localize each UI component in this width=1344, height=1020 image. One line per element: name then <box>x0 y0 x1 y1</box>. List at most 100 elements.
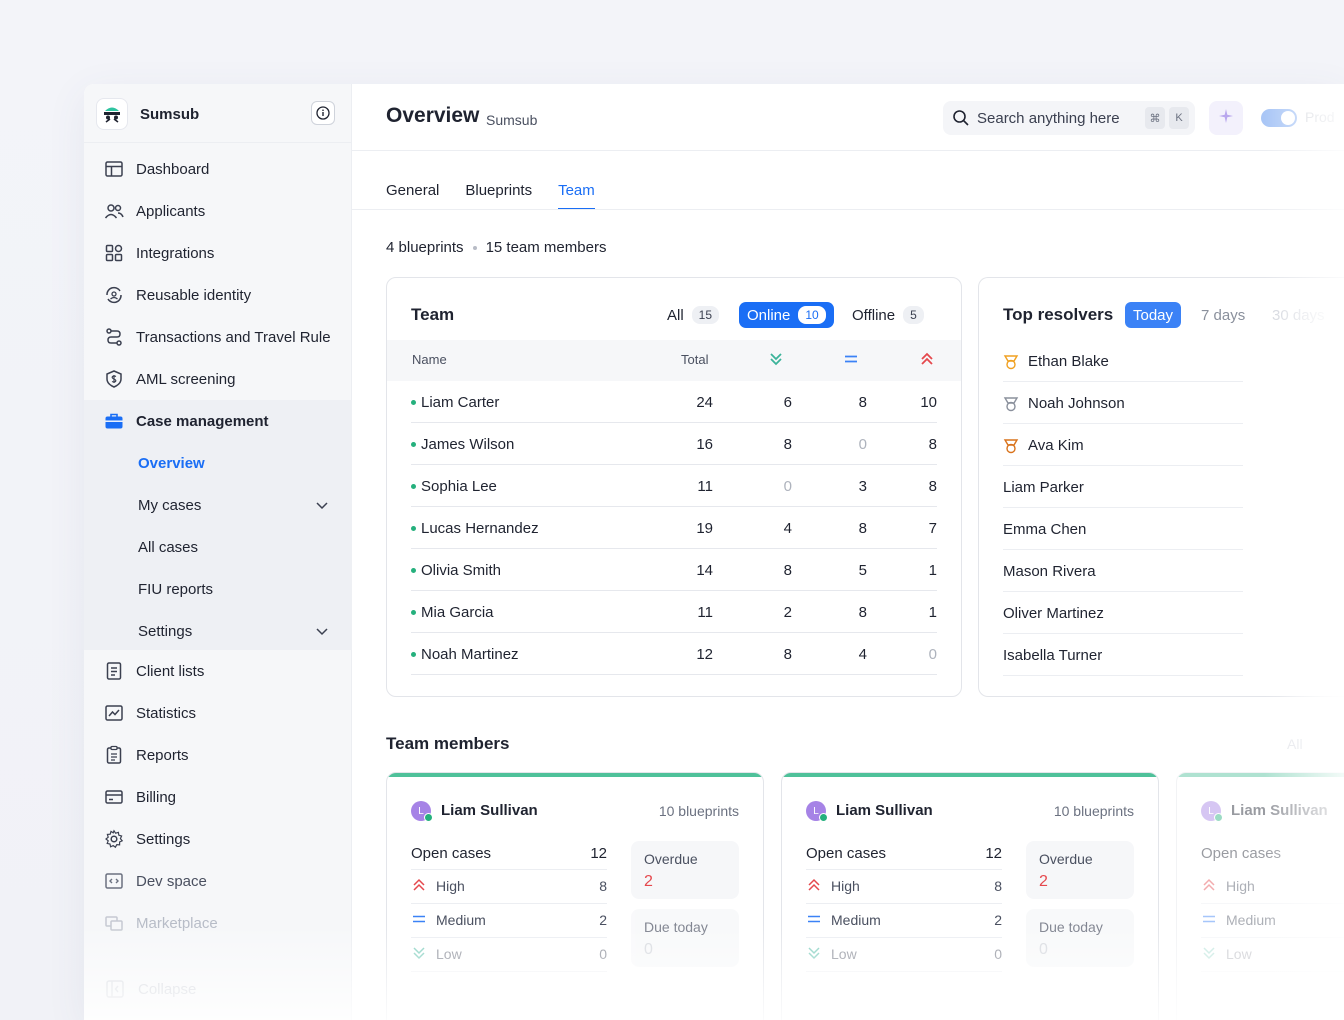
tab-bar: General Blueprints Team <box>386 182 621 212</box>
period-7-days[interactable]: 7 days <box>1201 306 1246 324</box>
resolver-row[interactable]: Oliver Martinez <box>1003 592 1243 634</box>
resolver-row[interactable]: Noah Johnson <box>1003 382 1243 424</box>
toggle-label: Prod <box>1305 109 1335 125</box>
priority-row-low: Low 0 <box>806 938 1002 972</box>
team-members-filter-all[interactable]: All <box>1287 736 1303 752</box>
list-doc-icon <box>103 660 125 682</box>
divider <box>411 869 607 870</box>
top-resolvers-card: Top resolvers Today 7 days 30 days Ethan… <box>978 277 1344 698</box>
table-row[interactable]: Sophia Lee 11 0 3 8 <box>411 465 937 507</box>
priority-medium-icon[interactable] <box>843 351 859 370</box>
sidebar-item-marketplace[interactable]: Marketplace <box>84 902 352 944</box>
high-value: 8 <box>928 478 937 495</box>
search-input[interactable]: Search anything here ⌘ K <box>943 101 1195 135</box>
low-value: 0 <box>783 478 792 495</box>
priority-low-icon[interactable] <box>768 351 784 370</box>
member-name: Mia Garcia <box>421 604 494 621</box>
low-value: 8 <box>783 562 792 579</box>
sidebar-item-my-cases[interactable]: My cases <box>84 484 352 526</box>
high-value: 1 <box>928 604 937 621</box>
sidebar-item-settings[interactable]: Settings <box>84 818 352 860</box>
sidebar-item-transactions[interactable]: Transactions and Travel Rule <box>84 316 352 358</box>
chevron-down-icon[interactable] <box>315 498 329 516</box>
info-icon[interactable] <box>311 101 335 125</box>
table-row[interactable]: Olivia Smith 14 8 5 1 <box>411 549 937 591</box>
ai-sparkle-button[interactable] <box>1209 101 1243 135</box>
priority-label: Low <box>831 946 857 962</box>
sidebar-item-case-management[interactable]: Case management <box>84 400 352 442</box>
tab-team[interactable]: Team <box>558 182 595 210</box>
brand-name: Sumsub <box>140 105 200 123</box>
filter-label: Online <box>747 306 791 324</box>
priority-row-high: High <box>1201 870 1344 904</box>
table-row[interactable]: Mia Garcia 11 2 8 1 <box>411 591 937 633</box>
table-row[interactable]: Liam Carter 24 6 8 10 <box>411 381 937 423</box>
dashboard-icon <box>103 158 125 180</box>
period-today[interactable]: Today <box>1125 302 1182 328</box>
blueprints-count: 4 <box>386 239 395 256</box>
filter-count: 10 <box>798 306 826 324</box>
sidebar-item-integrations[interactable]: Integrations <box>84 232 352 274</box>
member-card[interactable]: L Liam Sullivan 10 blueprints Open cases… <box>386 772 764 1020</box>
sidebar-item-dev-space[interactable]: Dev space <box>84 860 352 902</box>
column-total[interactable]: Total <box>681 352 709 367</box>
filter-offline[interactable]: Offline 5 <box>844 302 932 328</box>
table-row[interactable]: Lucas Hernandez 19 4 8 7 <box>411 507 937 549</box>
table-row[interactable]: Noah Martinez 12 8 4 0 <box>411 633 937 675</box>
sidebar-item-billing[interactable]: Billing <box>84 776 352 818</box>
sidebar-item-applicants[interactable]: Applicants <box>84 190 352 232</box>
resolver-name: Mason Rivera <box>1003 563 1096 580</box>
brand[interactable]: Sumsub <box>96 98 199 130</box>
online-status-dot <box>411 568 416 573</box>
resolver-row[interactable]: Mason Rivera <box>1003 550 1243 592</box>
high-value: 1 <box>928 562 937 579</box>
online-status-dot <box>411 442 416 447</box>
due-today-label: Due today <box>644 919 708 935</box>
sidebar-item-dashboard[interactable]: Dashboard <box>84 148 352 190</box>
chevron-down-icon[interactable] <box>315 624 329 642</box>
priority-high-icon[interactable] <box>919 351 935 370</box>
priority-row-low: Low <box>1201 938 1344 972</box>
resolver-row[interactable]: Liam Parker <box>1003 466 1243 508</box>
sidebar-item-client-lists[interactable]: Client lists <box>84 650 352 692</box>
priority-row-high: High 8 <box>411 870 607 904</box>
avatar: L <box>411 801 433 822</box>
column-name[interactable]: Name <box>412 352 447 367</box>
tab-blueprints[interactable]: Blueprints <box>465 182 533 199</box>
filter-label: Offline <box>852 306 896 324</box>
member-name: Liam Sullivan <box>836 802 933 819</box>
identity-cycle-icon <box>103 284 125 306</box>
member-name: Olivia Smith <box>421 562 502 579</box>
tab-general[interactable]: General <box>386 182 440 199</box>
sidebar-item-reports[interactable]: Reports <box>84 734 352 776</box>
priority-row-medium: Medium 2 <box>806 904 1002 938</box>
table-row[interactable]: James Wilson 16 8 0 8 <box>411 423 937 465</box>
team-title: Team <box>411 305 455 324</box>
chart-icon <box>103 702 125 724</box>
sidebar-item-label: Settings <box>136 830 191 848</box>
app-window: Sumsub Dashboard Applicants Integrations… <box>84 84 1344 1020</box>
open-cases-label: Open cases <box>1201 845 1282 862</box>
resolver-row[interactable]: Ava Kim <box>1003 424 1243 466</box>
environment-toggle[interactable] <box>1261 109 1297 127</box>
sidebar-item-label: Marketplace <box>136 914 218 932</box>
filter-online[interactable]: Online 10 <box>739 302 834 328</box>
member-card[interactable]: L Liam Sullivan Open cases High Medium L… <box>1176 772 1344 1020</box>
sidebar-item-overview[interactable]: Overview <box>84 442 352 484</box>
medium-value: 4 <box>858 646 867 663</box>
sidebar-item-fiu-reports[interactable]: FIU reports <box>84 568 352 610</box>
member-name: Noah Martinez <box>421 646 519 663</box>
sidebar-collapse[interactable]: Collapse <box>84 968 352 1010</box>
filter-all[interactable]: All 15 <box>659 302 727 328</box>
sidebar-item-case-settings[interactable]: Settings <box>84 610 352 652</box>
sidebar-item-statistics[interactable]: Statistics <box>84 692 352 734</box>
resolver-row[interactable]: Isabella Turner <box>1003 634 1243 676</box>
member-card[interactable]: L Liam Sullivan 10 blueprints Open cases… <box>781 772 1159 1020</box>
medium-value: 8 <box>858 520 867 537</box>
sidebar-item-reusable-identity[interactable]: Reusable identity <box>84 274 352 316</box>
resolver-row[interactable]: Ethan Blake <box>1003 340 1243 382</box>
total-value: 11 <box>697 604 713 621</box>
sidebar-item-all-cases[interactable]: All cases <box>84 526 352 568</box>
sidebar-item-aml-screening[interactable]: AML screening <box>84 358 352 400</box>
resolver-row[interactable]: Emma Chen <box>1003 508 1243 550</box>
